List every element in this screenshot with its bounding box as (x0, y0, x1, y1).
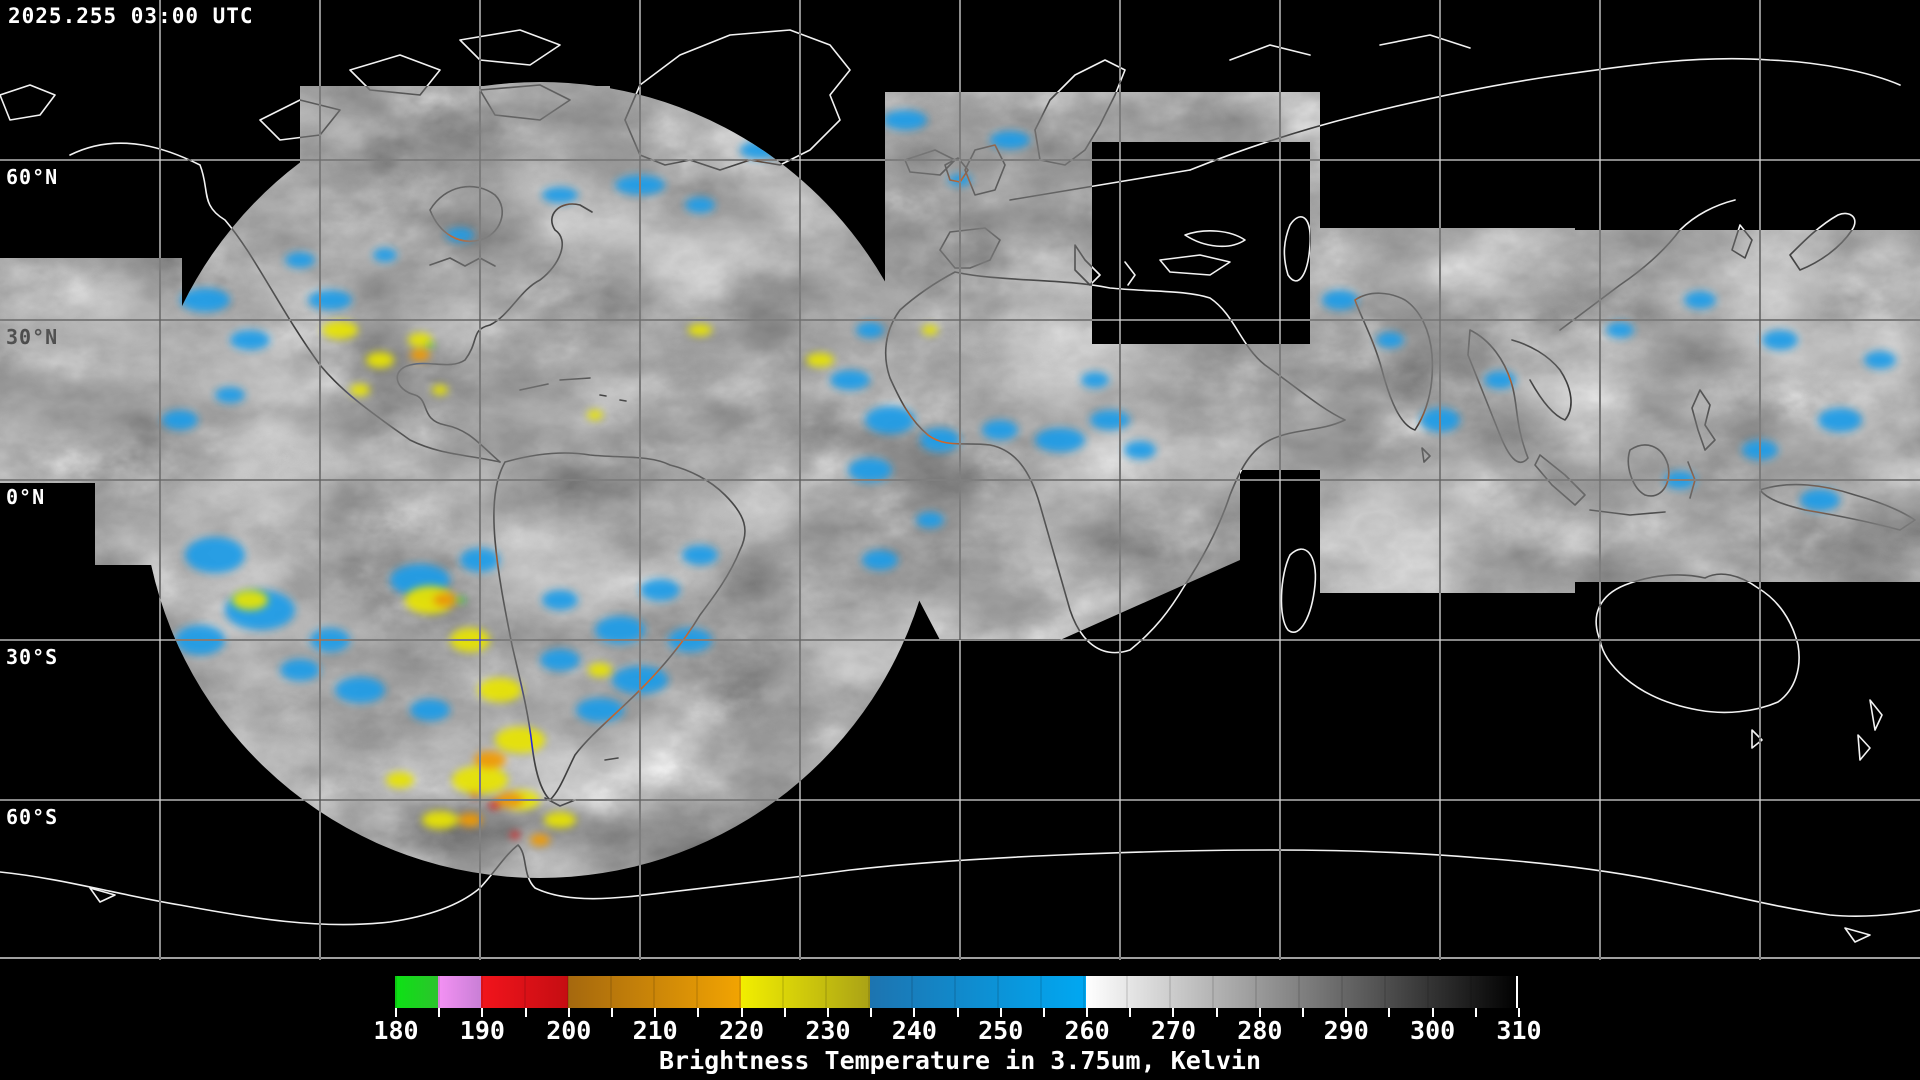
colorbar-segment (438, 976, 482, 1008)
colorbar-tick (826, 1008, 829, 1017)
colorbar-tick (999, 1008, 1002, 1017)
colorbar-tick-label: 200 (546, 1016, 592, 1045)
colorbar-tick-label: 220 (718, 1016, 765, 1045)
colorbar-tick-label: 270 (1150, 1016, 1197, 1045)
colorbar-tick-label: 280 (1237, 1016, 1283, 1045)
latitude-label: 0°N (6, 485, 46, 509)
latitude-label: 60°S (6, 805, 59, 829)
colorbar-tick (481, 1008, 484, 1017)
colorbar-tick (1518, 1008, 1520, 1017)
colorbar-tick-label: 180 (373, 1016, 419, 1045)
colorbar-segment (567, 976, 741, 1008)
colorbar-tick (438, 1008, 441, 1017)
colorbar-tick (1215, 1008, 1218, 1017)
colorbar-tick (697, 1008, 700, 1017)
colorbar-tick-label: 190 (459, 1016, 505, 1045)
colorbar-tick (1042, 1008, 1045, 1017)
colorbar-tick (956, 1008, 959, 1017)
map-canvas (0, 0, 1920, 960)
colorbar-segment (740, 976, 871, 1008)
colorbar-tick (740, 1008, 743, 1017)
colorbar-tick (1129, 1008, 1132, 1017)
colorbar-tick (913, 1008, 916, 1017)
colorbar-end-line (1516, 976, 1518, 1008)
colorbar-tick-label: 240 (891, 1016, 937, 1045)
colorbar-segment (395, 976, 439, 1008)
colorbar-tick (395, 1008, 397, 1017)
colorbar-tick (1302, 1008, 1305, 1017)
graticule-grid (0, 0, 1920, 960)
colorbar (395, 976, 1518, 1008)
colorbar-segment (1086, 976, 1518, 1008)
colorbar-caption: Brightness Temperature in 3.75um, Kelvin (658, 1046, 1262, 1075)
world-brightness-temperature-map: 2025.255 03:00 UTC 60°N 30°N 0°N 30°S 60°S (0, 0, 1920, 960)
colorbar-tick (610, 1008, 613, 1017)
coastlines (0, 29, 1920, 943)
colorbar-tick (1474, 1008, 1477, 1017)
colorbar-tick (1388, 1008, 1391, 1017)
colorbar-tick-label: 230 (805, 1016, 851, 1045)
colorbar-tick (870, 1008, 873, 1017)
colorbar-tick (567, 1008, 570, 1017)
colorbar-tick (1172, 1008, 1175, 1017)
colorbar-tick (524, 1008, 527, 1017)
colorbar-tick (1086, 1008, 1089, 1017)
colorbar-segment (870, 976, 1087, 1008)
colorbar-tick (783, 1008, 786, 1017)
colorbar-tick-label: 210 (632, 1016, 678, 1045)
colorbar-segment (481, 976, 568, 1008)
latitude-label: 60°N (6, 165, 59, 189)
colorbar-tick (1431, 1008, 1434, 1017)
colorbar-tick-label: 300 (1410, 1016, 1456, 1045)
latitude-label: 30°N (6, 325, 59, 349)
timestamp: 2025.255 03:00 UTC (8, 4, 254, 28)
colorbar-step-texture (395, 976, 1518, 1008)
colorbar-area: 180 190 200 210 220 230 240 250 260 270 280 290 300 3… (0, 960, 1920, 1080)
colorbar-tick-label: 250 (978, 1016, 1024, 1045)
colorbar-tick-label: 260 (1064, 1016, 1110, 1045)
colorbar-tick-label: 310 (1496, 1016, 1542, 1045)
colorbar-tick (654, 1008, 657, 1017)
colorbar-tick (1258, 1008, 1261, 1017)
colorbar-tick-label: 290 (1323, 1016, 1369, 1045)
latitude-label: 30°S (6, 645, 59, 669)
colorbar-tick (1345, 1008, 1348, 1017)
